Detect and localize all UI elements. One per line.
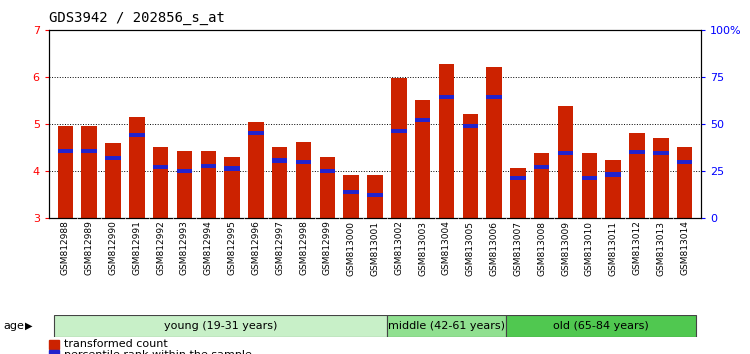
Bar	[53, 315, 387, 337]
Bar	[177, 169, 192, 173]
Bar	[58, 149, 74, 153]
Text: GSM812999: GSM812999	[322, 221, 332, 275]
Text: GSM813007: GSM813007	[514, 221, 523, 275]
Bar	[153, 147, 169, 218]
Bar	[200, 151, 216, 218]
Bar	[177, 151, 192, 218]
Bar	[105, 143, 121, 218]
Text: GSM813010: GSM813010	[585, 221, 594, 275]
Text: GSM813004: GSM813004	[442, 221, 451, 275]
Text: GDS3942 / 202856_s_at: GDS3942 / 202856_s_at	[49, 11, 225, 25]
Text: ▶: ▶	[25, 321, 32, 331]
Bar	[391, 78, 406, 218]
Text: GSM812994: GSM812994	[204, 221, 213, 275]
Bar	[510, 176, 526, 180]
Bar	[391, 129, 406, 133]
Bar	[224, 166, 240, 171]
Text: GSM813012: GSM813012	[632, 221, 641, 275]
Bar	[200, 164, 216, 168]
Bar	[439, 95, 454, 99]
Bar	[58, 126, 74, 218]
Text: GSM812991: GSM812991	[132, 221, 141, 275]
Text: middle (42-61 years): middle (42-61 years)	[388, 321, 505, 331]
Bar	[224, 157, 240, 218]
Text: GSM813011: GSM813011	[609, 221, 618, 275]
Bar	[581, 153, 597, 218]
Bar	[320, 157, 335, 218]
Bar	[272, 158, 287, 162]
Bar	[486, 67, 502, 218]
Bar	[676, 147, 692, 218]
Bar	[439, 64, 454, 218]
Bar	[272, 147, 287, 218]
Bar	[534, 153, 550, 218]
Text: age: age	[4, 321, 25, 331]
Bar	[105, 156, 121, 160]
Bar	[248, 121, 264, 218]
Bar	[296, 142, 311, 218]
Text: GSM812988: GSM812988	[61, 221, 70, 275]
Text: old (65-84 years): old (65-84 years)	[554, 321, 649, 331]
Bar	[153, 165, 169, 169]
Bar	[605, 160, 621, 218]
Text: young (19-31 years): young (19-31 years)	[164, 321, 277, 331]
Text: GSM813001: GSM813001	[370, 221, 380, 275]
Bar	[506, 315, 697, 337]
Text: GSM812998: GSM812998	[299, 221, 308, 275]
Bar	[534, 165, 550, 169]
Bar	[463, 124, 478, 129]
Bar	[558, 106, 573, 218]
Bar	[486, 95, 502, 99]
Text: GSM813000: GSM813000	[346, 221, 355, 275]
Text: transformed count: transformed count	[64, 339, 168, 349]
Bar	[653, 151, 668, 155]
Bar	[129, 117, 145, 218]
Text: GSM813014: GSM813014	[680, 221, 689, 275]
Text: GSM813008: GSM813008	[537, 221, 546, 275]
Text: GSM813003: GSM813003	[419, 221, 428, 275]
Text: GSM812993: GSM812993	[180, 221, 189, 275]
Text: GSM813013: GSM813013	[656, 221, 665, 275]
Bar	[82, 126, 97, 218]
Bar	[676, 160, 692, 165]
Bar	[463, 114, 478, 218]
Bar	[581, 176, 597, 180]
Bar	[248, 131, 264, 135]
Bar	[558, 151, 573, 155]
Text: GSM813006: GSM813006	[490, 221, 499, 275]
Bar	[629, 150, 645, 154]
Text: GSM812990: GSM812990	[109, 221, 118, 275]
Bar	[629, 133, 645, 218]
Text: percentile rank within the sample: percentile rank within the sample	[64, 350, 252, 354]
Text: GSM812996: GSM812996	[251, 221, 260, 275]
Bar	[129, 133, 145, 137]
Text: GSM813009: GSM813009	[561, 221, 570, 275]
Bar	[344, 176, 359, 218]
Bar	[415, 101, 430, 218]
Bar	[368, 176, 382, 218]
Bar	[605, 172, 621, 177]
Bar	[320, 169, 335, 173]
Bar	[653, 138, 668, 218]
Text: GSM812989: GSM812989	[85, 221, 94, 275]
Bar	[344, 190, 359, 194]
Text: GSM812997: GSM812997	[275, 221, 284, 275]
Bar	[387, 315, 506, 337]
Text: GSM812995: GSM812995	[227, 221, 236, 275]
Text: GSM812992: GSM812992	[156, 221, 165, 275]
Bar	[82, 149, 97, 153]
Bar	[296, 160, 311, 165]
Bar	[510, 169, 526, 218]
Bar	[415, 118, 430, 122]
Bar	[368, 193, 382, 197]
Text: GSM813002: GSM813002	[394, 221, 404, 275]
Text: GSM813005: GSM813005	[466, 221, 475, 275]
